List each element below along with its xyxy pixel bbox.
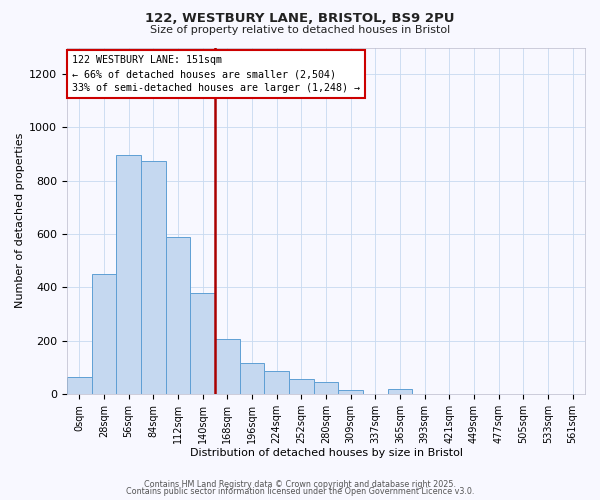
Bar	[92, 274, 116, 394]
Text: Size of property relative to detached houses in Bristol: Size of property relative to detached ho…	[150, 25, 450, 35]
Bar	[289, 380, 314, 394]
X-axis label: Distribution of detached houses by size in Bristol: Distribution of detached houses by size …	[190, 448, 463, 458]
Text: 122, WESTBURY LANE, BRISTOL, BS9 2PU: 122, WESTBURY LANE, BRISTOL, BS9 2PU	[145, 12, 455, 26]
Bar	[265, 372, 289, 394]
Bar	[239, 364, 265, 394]
Bar	[166, 237, 190, 394]
Bar	[190, 293, 215, 394]
Bar	[116, 156, 141, 394]
Y-axis label: Number of detached properties: Number of detached properties	[15, 133, 25, 308]
Text: 122 WESTBURY LANE: 151sqm
← 66% of detached houses are smaller (2,504)
33% of se: 122 WESTBURY LANE: 151sqm ← 66% of detac…	[72, 56, 360, 94]
Bar	[314, 382, 338, 394]
Text: Contains public sector information licensed under the Open Government Licence v3: Contains public sector information licen…	[126, 487, 474, 496]
Bar	[141, 161, 166, 394]
Bar	[388, 389, 412, 394]
Text: Contains HM Land Registry data © Crown copyright and database right 2025.: Contains HM Land Registry data © Crown c…	[144, 480, 456, 489]
Bar	[67, 377, 92, 394]
Bar	[338, 390, 363, 394]
Bar	[215, 340, 239, 394]
